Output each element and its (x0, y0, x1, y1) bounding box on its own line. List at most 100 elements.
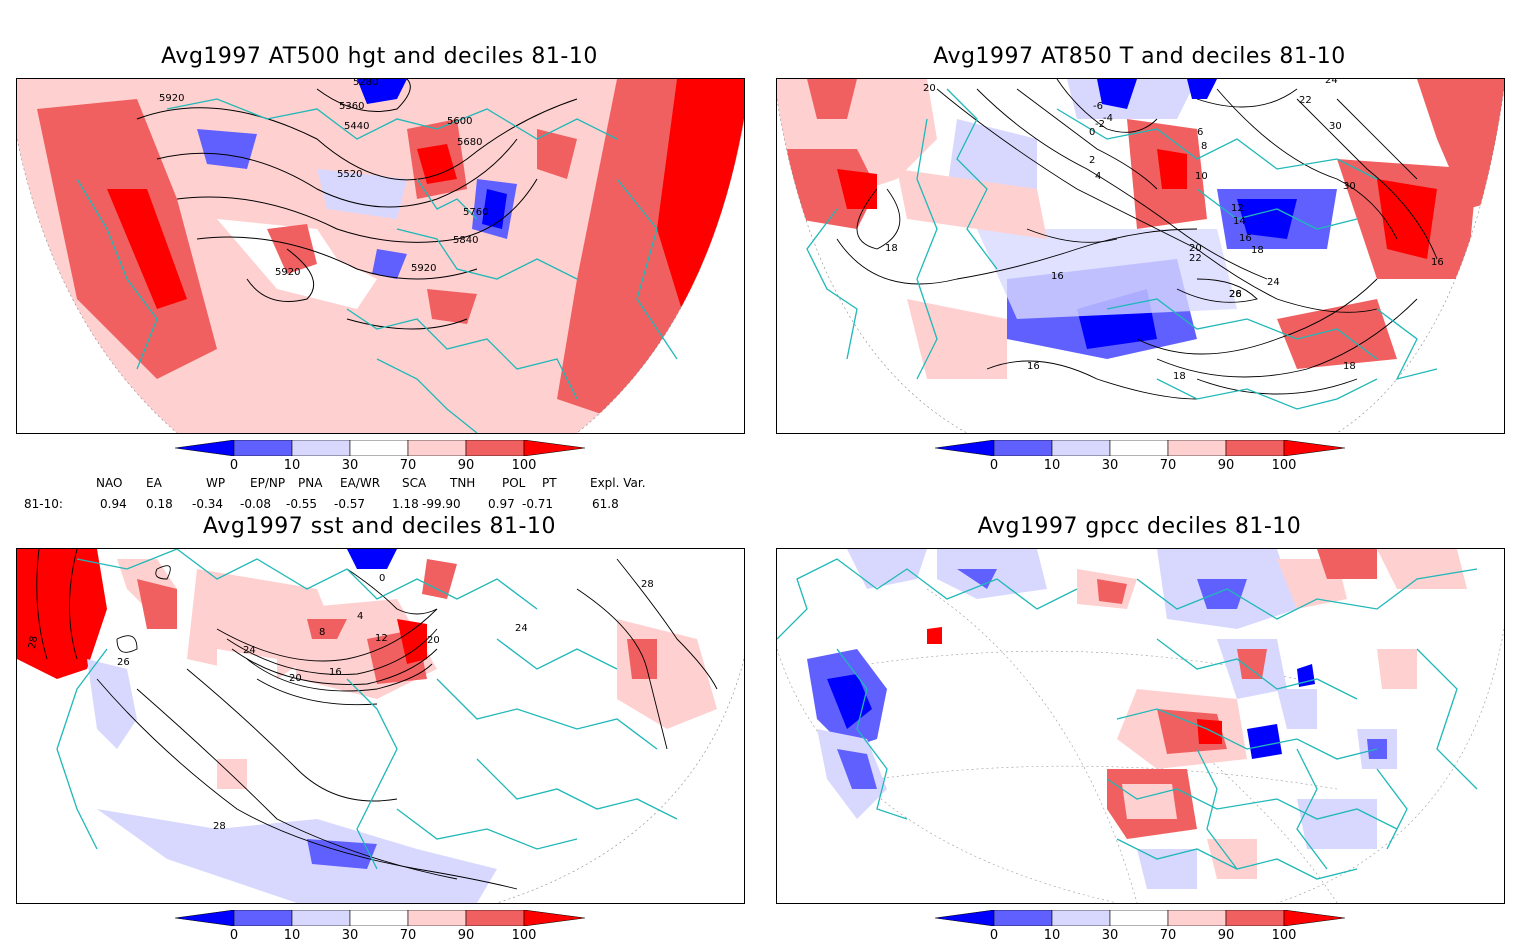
colorbar-gpcc: 0 10 30 70 90 100 (935, 910, 1345, 950)
contour-label: 16 (1027, 361, 1040, 372)
contour-label: 22 (1189, 253, 1202, 264)
index-value: 0.97 (488, 497, 515, 511)
colorbar-tick: 10 (1043, 458, 1061, 473)
contour-label: 14 (1233, 216, 1246, 227)
contour-label: 18 (1343, 361, 1356, 372)
contour-label: 8 (319, 627, 325, 638)
contour-label: -2 (1095, 119, 1105, 130)
colorbar-tick: 70 (1159, 458, 1177, 473)
map-panel-t850: 20 -6 -4 -2 0 2 4 6 8 10 12 14 16 18 20 … (776, 78, 1505, 434)
contour-label: 24 (1267, 277, 1280, 288)
map-panel-sst: 28 26 24 20 16 12 8 4 0 20 28 24 28 (16, 548, 745, 904)
contour-label: 28 (641, 579, 654, 590)
contour-label: 18 (885, 243, 898, 254)
index-value: -0.34 (192, 497, 224, 511)
index-header: EA (146, 476, 162, 490)
index-value: -0.08 (240, 497, 272, 511)
index-value: -0.57 (334, 497, 366, 511)
colorbar-tick: 10 (283, 458, 301, 473)
colorbar-tick: 10 (1043, 928, 1061, 943)
contour-label: 0 (379, 573, 385, 584)
panel-title-t850: Avg1997 AT850 T and deciles 81-10 (933, 44, 1346, 69)
index-header: NAO (96, 476, 123, 490)
contour-label: 28 (1229, 289, 1242, 300)
contour-label: 16 (1431, 257, 1444, 268)
colorbar-hgt500: 0 10 30 70 90 100 (175, 440, 585, 480)
contour-label: 5760 (463, 207, 488, 218)
contour-label: 16 (1051, 271, 1064, 282)
index-header: PT (542, 476, 557, 490)
colorbar-tick: 30 (341, 928, 359, 943)
contour-label: 5520 (337, 169, 362, 180)
colorbar-tick: 30 (1101, 928, 1119, 943)
contour-label: 16 (1239, 233, 1252, 244)
colorbar-tick: 100 (511, 458, 537, 473)
map-panel-hgt500: 5920 5280 5360 5440 5520 5600 5680 5760 … (16, 78, 745, 434)
index-header: Expl. Var. (590, 476, 646, 490)
colorbar-tick: 70 (1159, 928, 1177, 943)
contour-label: 24 (1325, 79, 1338, 86)
map-panel-gpcc (776, 548, 1505, 904)
contour-label: 5920 (159, 93, 184, 104)
contour-label: 22 (1299, 95, 1312, 106)
contour-label: 20 (1189, 243, 1202, 254)
contour-label: 5600 (447, 116, 472, 127)
colorbar-tick: 90 (1217, 928, 1235, 943)
index-row-label: 81-10: (24, 497, 63, 511)
contour-label: -4 (1103, 113, 1113, 124)
index-header: POL (502, 476, 526, 490)
colorbar-tick: 70 (399, 458, 417, 473)
index-value: 0.18 (146, 497, 173, 511)
index-value: -0.55 (286, 497, 318, 511)
colorbar-tick: 100 (1271, 458, 1297, 473)
contour-label: 18 (1251, 245, 1264, 256)
colorbar-tick: 70 (399, 928, 417, 943)
contour-label: 2 (1089, 155, 1095, 166)
colorbar-tick: 0 (989, 458, 999, 473)
index-header: PNA (298, 476, 323, 490)
panel-title-sst: Avg1997 sst and deciles 81-10 (203, 514, 556, 539)
index-header: SCA (402, 476, 427, 490)
contour-label: 12 (1231, 203, 1244, 214)
colorbar-tick: 90 (1217, 458, 1235, 473)
contour-label: 30 (1329, 121, 1342, 132)
contour-label: 10 (1195, 171, 1208, 182)
index-header: TNH (450, 476, 476, 490)
index-value: 0.94 (100, 497, 127, 511)
colorbar-tick: 30 (1101, 458, 1119, 473)
contour-label: 24 (243, 645, 256, 656)
index-header: WP (206, 476, 226, 490)
colorbar-tick: 0 (229, 458, 239, 473)
contour-label: 4 (1095, 171, 1101, 182)
colorbar-tick: 30 (341, 458, 359, 473)
contour-label: 26 (117, 657, 130, 668)
contour-label: 0 (1089, 127, 1095, 138)
contour-label: 18 (1173, 371, 1186, 382)
contour-label: 5280 (353, 79, 378, 88)
index-value: 61.8 (592, 497, 619, 511)
panel-title-gpcc: Avg1997 gpcc deciles 81-10 (977, 514, 1302, 539)
contour-label: 24 (515, 623, 528, 634)
index-header: EA/WR (340, 476, 381, 490)
contour-label: -6 (1093, 101, 1103, 112)
colorbar-tick: 90 (457, 928, 475, 943)
index-header: EP/NP (250, 476, 286, 490)
contour-label: 5920 (275, 267, 300, 278)
colorbar-tick: 90 (457, 458, 475, 473)
colorbar-tick: 0 (229, 928, 239, 943)
index-value: -0.71 (522, 497, 554, 511)
contour-label: 20 (923, 83, 936, 94)
contour-label: 5680 (457, 137, 482, 148)
contour-label: 5840 (453, 235, 478, 246)
colorbar-t850: 0 10 30 70 90 100 (935, 440, 1345, 480)
colorbar-tick: 0 (989, 928, 999, 943)
contour-label: 5440 (344, 121, 369, 132)
index-value: 1.18 (392, 497, 419, 511)
colorbar-tick: 100 (1271, 928, 1297, 943)
contour-label: 6 (1197, 127, 1203, 138)
contour-label: 26 (1229, 289, 1242, 300)
contour-label: 12 (375, 633, 388, 644)
contour-label: 16 (329, 667, 342, 678)
colorbar-tick: 10 (283, 928, 301, 943)
contour-label: 8 (1201, 141, 1207, 152)
